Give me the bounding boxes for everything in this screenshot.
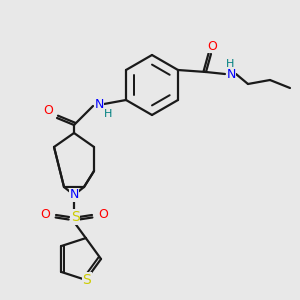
Text: O: O (98, 208, 108, 221)
Text: O: O (43, 103, 53, 116)
Text: O: O (207, 40, 217, 52)
Text: S: S (70, 210, 80, 224)
Text: O: O (40, 208, 50, 221)
Text: N: N (94, 98, 104, 112)
Text: H: H (226, 59, 234, 69)
Text: H: H (104, 109, 112, 119)
Text: N: N (69, 188, 79, 202)
Text: N: N (226, 68, 236, 80)
Text: S: S (82, 273, 91, 287)
